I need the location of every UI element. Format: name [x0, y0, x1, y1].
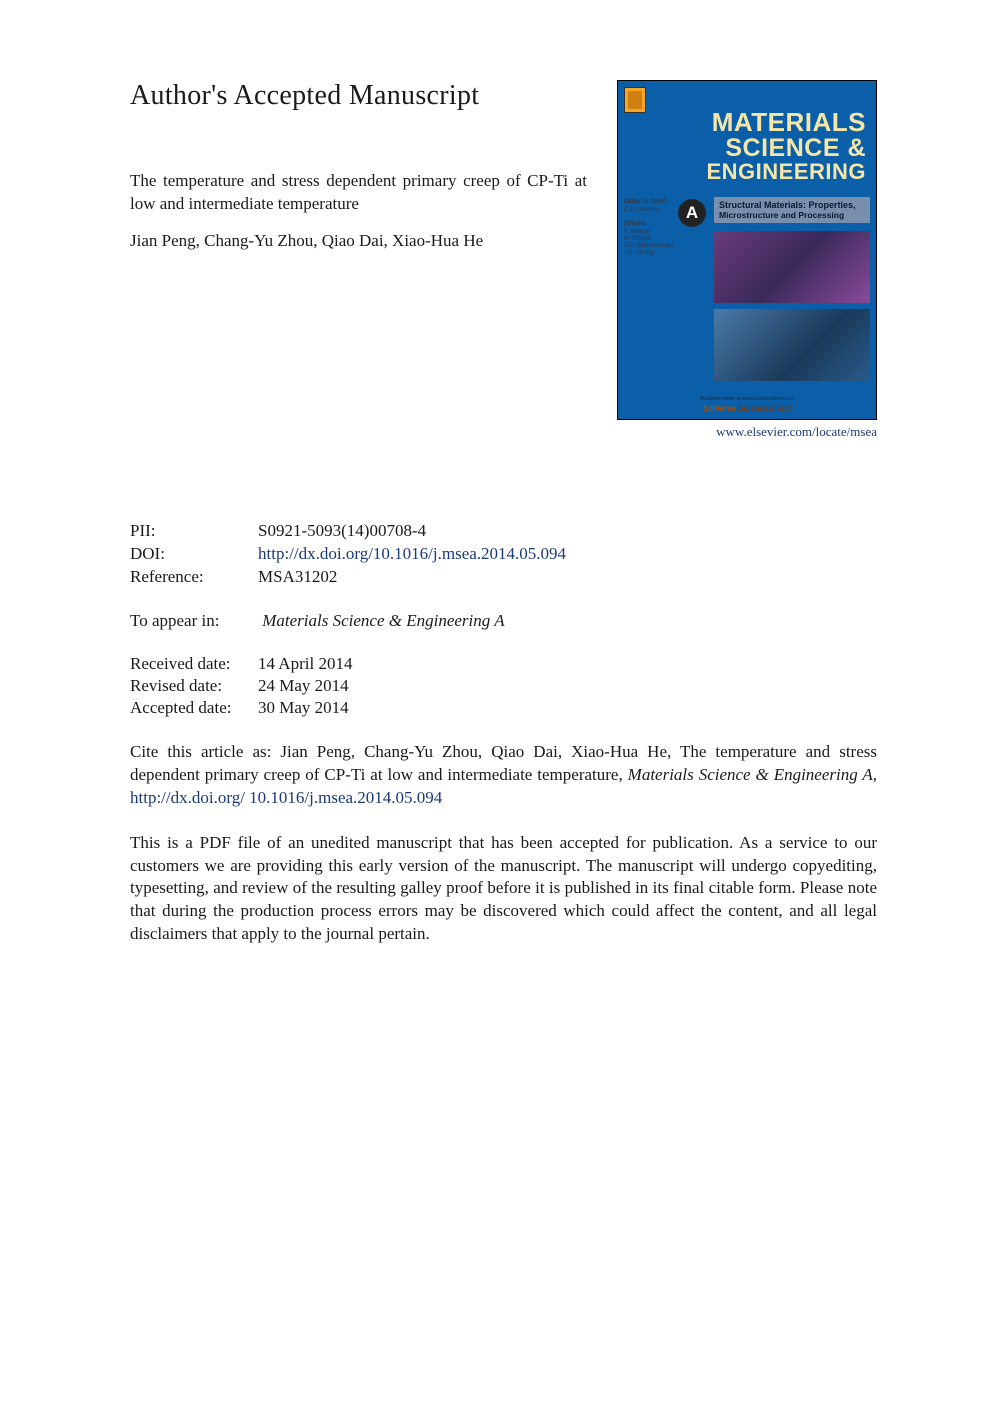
journal-name-line1: MATERIALS	[706, 109, 866, 136]
revised-date-label: Revised date:	[130, 675, 258, 697]
page-title: Author's Accepted Manuscript	[130, 80, 587, 112]
cover-figure-bottom	[714, 309, 870, 381]
journal-name: MATERIALS SCIENCE & ENGINEERING	[706, 109, 866, 183]
sciencedirect-logo: SciVerse ScienceDirect	[618, 404, 876, 413]
journal-cover-block: MATERIALS SCIENCE & ENGINEERING A Struct…	[617, 80, 877, 440]
available-online-text: Available online at www.sciencedirect.co…	[618, 396, 876, 402]
journal-homepage-link-row: www.elsevier.com/locate/msea	[617, 424, 877, 440]
to-appear-in-row: To appear in: Materials Science & Engine…	[130, 611, 877, 631]
journal-subtitle-line1: Structural Materials: Properties,	[719, 200, 865, 210]
sciencedirect-footer: Available online at www.sciencedirect.co…	[618, 396, 876, 413]
received-date-row: Received date: 14 April 2014	[130, 653, 877, 675]
citation-paragraph: Cite this article as: Jian Peng, Chang-Y…	[130, 741, 877, 810]
journal-section-badge: A	[678, 199, 706, 227]
editor-name-2: J.D. Whittenberger	[624, 243, 674, 250]
accepted-date-row: Accepted date: 30 May 2014	[130, 697, 877, 719]
citation-doi-link[interactable]: http://dx.doi.org/ 10.1016/j.msea.2014.0…	[130, 788, 442, 807]
manuscript-dates: Received date: 14 April 2014 Revised dat…	[130, 653, 877, 719]
doi-link[interactable]: http://dx.doi.org/10.1016/j.msea.2014.05…	[258, 544, 566, 563]
revised-date-row: Revised date: 24 May 2014	[130, 675, 877, 697]
editors-label: Editors:	[624, 221, 647, 228]
to-appear-in-value: Materials Science & Engineering A	[262, 611, 504, 630]
elsevier-logo-icon	[624, 87, 646, 113]
accepted-date-label: Accepted date:	[130, 697, 258, 719]
citation-journal: Materials Science & Engineering A,	[628, 765, 877, 784]
article-title: The temperature and stress dependent pri…	[130, 170, 587, 216]
cover-figure-top	[714, 231, 870, 303]
journal-subtitle-box: Structural Materials: Properties, Micros…	[714, 197, 870, 223]
authors: Jian Peng, Chang-Yu Zhou, Qiao Dai, Xiao…	[130, 230, 587, 252]
to-appear-in-label: To appear in:	[130, 611, 258, 631]
editor-in-chief-label: Editor in Chief:	[624, 199, 667, 206]
article-identifiers: PII: S0921-5093(14)00708-4 DOI: http://d…	[130, 520, 877, 589]
journal-subtitle-line2: Microstructure and Processing	[719, 210, 865, 220]
journal-name-line3: ENGINEERING	[706, 161, 866, 183]
doi-row: DOI: http://dx.doi.org/10.1016/j.msea.20…	[130, 543, 877, 566]
pii-row: PII: S0921-5093(14)00708-4	[130, 520, 877, 543]
doi-label: DOI:	[130, 543, 258, 566]
citation-doi-line2: 10.1016/j.msea.2014.05.094	[249, 788, 442, 807]
disclaimer-paragraph: This is a PDF file of an unedited manusc…	[130, 832, 877, 946]
journal-homepage-link[interactable]: www.elsevier.com/locate/msea	[716, 424, 877, 439]
received-date-value: 14 April 2014	[258, 653, 352, 675]
journal-name-line2: SCIENCE &	[706, 136, 866, 162]
editor-name-0: P. Werner	[624, 229, 650, 236]
editor-name-3: J.K. Shang	[624, 250, 653, 257]
header-row: Author's Accepted Manuscript The tempera…	[130, 80, 877, 440]
header-left-column: Author's Accepted Manuscript The tempera…	[130, 80, 617, 272]
reference-row: Reference: MSA31202	[130, 566, 877, 589]
editor-in-chief-name: E.J. Lavernia	[624, 207, 659, 214]
editor-name-1: M. Rosink	[624, 236, 651, 243]
sd-brand-1: SciVerse	[703, 404, 736, 413]
pii-label: PII:	[130, 520, 258, 543]
pii-value: S0921-5093(14)00708-4	[258, 520, 426, 543]
revised-date-value: 24 May 2014	[258, 675, 349, 697]
reference-value: MSA31202	[258, 566, 337, 589]
accepted-date-value: 30 May 2014	[258, 697, 349, 719]
received-date-label: Received date:	[130, 653, 258, 675]
journal-cover: MATERIALS SCIENCE & ENGINEERING A Struct…	[617, 80, 877, 420]
sd-brand-2: ScienceDirect	[738, 404, 791, 413]
reference-label: Reference:	[130, 566, 258, 589]
citation-doi-line1: http://dx.doi.org/	[130, 788, 245, 807]
